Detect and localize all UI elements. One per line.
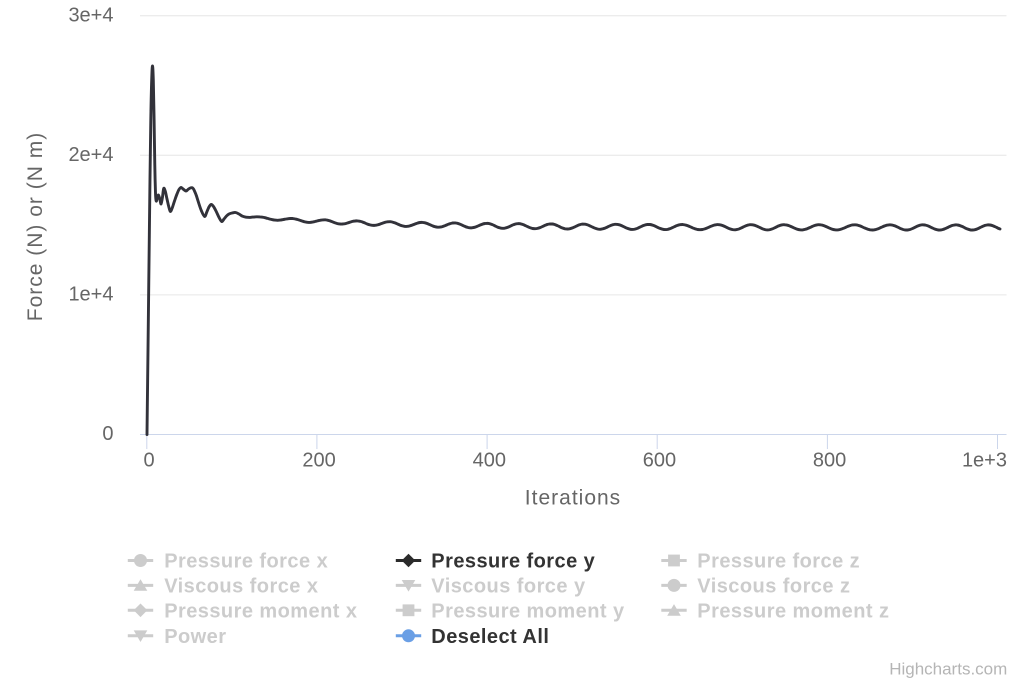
svg-text:Iterations: Iterations [525, 486, 621, 509]
svg-text:Pressure force y: Pressure force y [431, 551, 595, 573]
svg-text:2e+4: 2e+4 [68, 144, 113, 166]
svg-text:0: 0 [143, 449, 154, 471]
svg-text:0: 0 [102, 423, 113, 445]
svg-text:600: 600 [643, 449, 676, 471]
svg-text:Viscous force x: Viscous force x [164, 576, 318, 598]
svg-text:Force (N) or (N m): Force (N) or (N m) [24, 132, 47, 322]
svg-text:Viscous force z: Viscous force z [697, 576, 850, 598]
svg-text:Pressure moment x: Pressure moment x [164, 601, 357, 623]
svg-text:3e+4: 3e+4 [68, 4, 113, 26]
svg-text:Power: Power [164, 626, 226, 648]
svg-text:400: 400 [473, 449, 506, 471]
svg-text:800: 800 [813, 449, 846, 471]
svg-text:Viscous force y: Viscous force y [431, 576, 586, 598]
svg-text:Pressure moment y: Pressure moment y [431, 601, 625, 623]
svg-text:Pressure force z: Pressure force z [697, 551, 860, 573]
svg-text:Pressure moment z: Pressure moment z [697, 601, 889, 623]
svg-text:1e+3: 1e+3 [962, 449, 1007, 471]
svg-text:Pressure force x: Pressure force x [164, 551, 328, 573]
svg-text:200: 200 [302, 449, 335, 471]
svg-text:Deselect All: Deselect All [431, 626, 549, 648]
svg-text:Highcharts.com: Highcharts.com [889, 660, 1007, 679]
svg-text:1e+4: 1e+4 [68, 284, 113, 306]
